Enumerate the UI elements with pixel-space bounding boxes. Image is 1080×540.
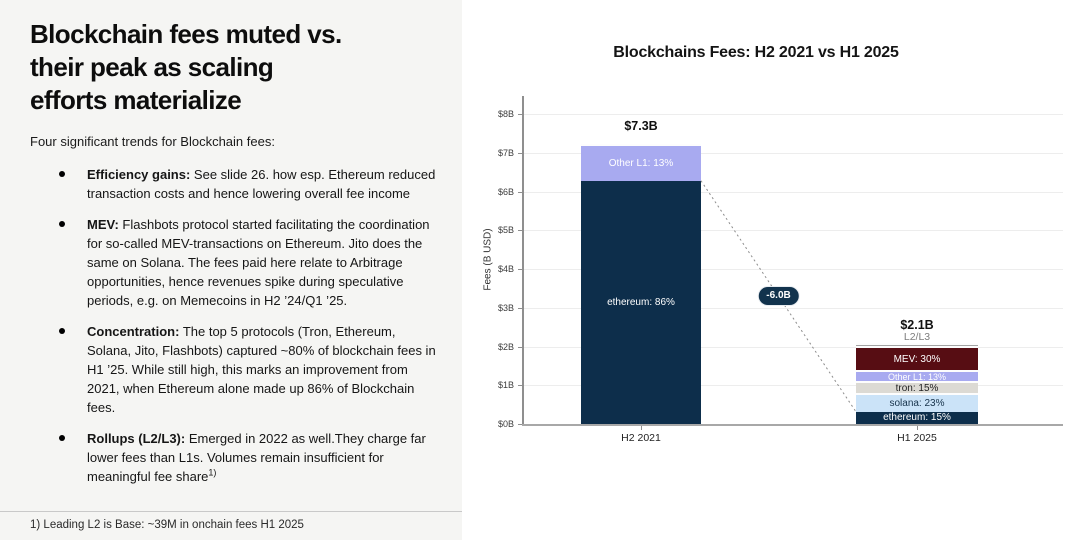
bar-segment-tron: tron: 15% — [856, 380, 978, 394]
y-tick-label: $0B — [497, 419, 514, 429]
bar-total-label: $2.1B — [900, 317, 934, 332]
bar-above-label: L2/L3 — [903, 330, 931, 343]
bar-segment-ethereum: ethereum: 86% — [581, 180, 701, 424]
y-tick-label: $8B — [497, 109, 514, 119]
x-tick-mark — [641, 426, 642, 430]
bar-segment-mev: MEV: 30% — [856, 345, 978, 371]
bullet-dot — [59, 221, 65, 227]
segment-label-other-l1: Other L1: 13% — [608, 157, 674, 169]
bar-segment-other-l1: Other L1: 13% — [581, 143, 701, 181]
y-tick-mark — [518, 385, 522, 387]
bullet-lead: Concentration: — [87, 324, 180, 339]
bar-total-label: $7.3B — [624, 118, 658, 133]
bullet-text: Concentration: The top 5 protocols (Tron… — [87, 322, 439, 417]
y-axis — [522, 96, 524, 426]
y-tick-label: $2B — [497, 341, 514, 352]
chart-title: Blockchains Fees: H2 2021 vs H1 2025 — [613, 44, 899, 61]
bullet-lead: Efficiency gains: — [87, 167, 191, 182]
y-tick-mark — [518, 424, 522, 425]
x-tick-label: H2 2021 — [621, 432, 661, 444]
page-title-line-2: their peak as scaling — [30, 52, 274, 82]
page-title: Blockchain fees muted vs. their peak as … — [30, 18, 440, 117]
segment-label-ethereum: ethereum: 15% — [883, 411, 951, 423]
y-tick-label: $3B — [497, 302, 514, 313]
commentary-panel: Blockchain fees muted vs. their peak as … — [0, 0, 462, 540]
bar-segment-ethereum: ethereum: 15% — [856, 411, 978, 424]
bullet-dot — [59, 171, 65, 177]
y-tick-mark — [518, 152, 522, 154]
page-title-line-1: Blockchain fees muted vs. — [30, 19, 342, 49]
bar-segment-other-l1: Other L1: 13% — [856, 370, 978, 383]
bullet-body: See slide 26. how esp. Ethereum reduced … — [87, 167, 436, 201]
y-tick-label: $4B — [497, 264, 514, 274]
segment-label-ethereum: ethereum: 86% — [607, 296, 675, 308]
bullet-lead: Rollups (L2/L3): — [87, 431, 186, 446]
bullet-body: Emerged in 2022 as well.They charge far … — [87, 431, 426, 484]
footnote-divider: 1) Leading L2 is Base: ~39M in onchain f… — [0, 511, 462, 540]
y-tick-mark — [518, 114, 522, 115]
list-item: Concentration: The top 5 protocols (Tron… — [30, 322, 440, 417]
y-tick-label: $7B — [497, 147, 514, 158]
intro-text: Four significant trends for Blockchain f… — [30, 134, 275, 149]
x-tick-label: H1 2025 — [897, 432, 937, 444]
bullet-dot — [59, 328, 65, 334]
y-tick-label: $6B — [497, 186, 514, 197]
x-axis — [522, 424, 1063, 426]
y-tick-label: $1B — [497, 380, 514, 391]
list-item: MEV: Flashbots protocol started facilita… — [30, 215, 440, 310]
bullet-list: Efficiency gains: See slide 26. how esp.… — [30, 165, 440, 486]
bullet-text: Rollups (L2/L3): Emerged in 2022 as well… — [87, 429, 439, 486]
y-tick-mark — [518, 269, 522, 270]
y-tick-mark — [518, 346, 522, 348]
change-badge: -6.0B — [757, 286, 800, 307]
list-item: Rollups (L2/L3): Emerged in 2022 as well… — [30, 429, 440, 486]
x-tick-mark — [917, 426, 918, 430]
y-tick-mark — [518, 307, 522, 309]
page-title-line-3: efforts materialize — [30, 85, 242, 115]
segment-label-tron: tron: 15% — [895, 382, 939, 394]
gridline — [522, 152, 1063, 154]
bullet-text: MEV: Flashbots protocol started facilita… — [87, 215, 439, 310]
y-tick-mark — [518, 191, 522, 193]
bullet-text: Efficiency gains: See slide 26. how esp.… — [87, 165, 439, 203]
bullet-lead: MEV: — [87, 217, 119, 232]
fees-chart: Blockchains Fees: H2 2021 vs H1 2025 Fee… — [462, 0, 1080, 540]
bar-segment-l2-l3 — [856, 342, 978, 346]
bullet-dot — [59, 435, 65, 441]
bullet-sup: 1) — [208, 467, 217, 478]
segment-label-mev: MEV: 30% — [893, 353, 941, 365]
segment-label-other-l1: Other L1: 13% — [887, 372, 947, 383]
y-tick-mark — [518, 230, 522, 232]
footnote: 1) Leading L2 is Base: ~39M in onchain f… — [30, 519, 304, 531]
bar-segment-solana: solana: 23% — [856, 393, 978, 412]
gridline — [522, 114, 1063, 115]
segment-label-solana: solana: 23% — [889, 398, 945, 410]
connector-line — [700, 180, 857, 413]
list-item: Efficiency gains: See slide 26. how esp.… — [30, 165, 440, 203]
bullet-body: Flashbots protocol started facilitating … — [87, 217, 430, 308]
y-tick-label: $5B — [497, 225, 514, 236]
bullet-body: The top 5 protocols (Tron, Ethereum, Sol… — [87, 324, 436, 415]
